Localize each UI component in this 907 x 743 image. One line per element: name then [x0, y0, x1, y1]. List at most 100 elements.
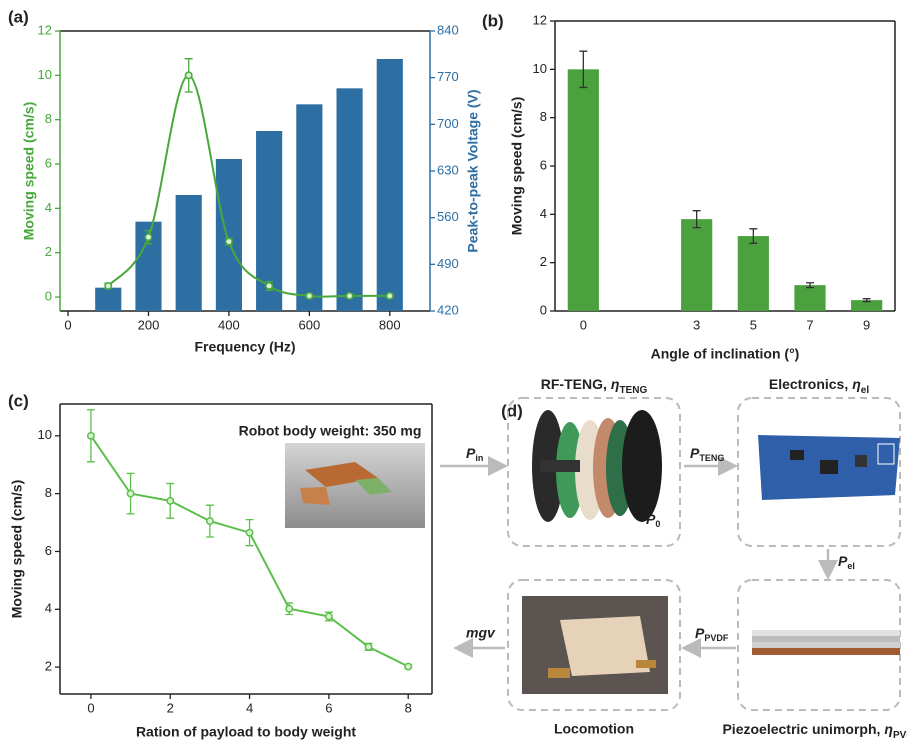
x-axis-title: Ration of payload to body weight — [136, 724, 356, 740]
node-title: Locomotion — [554, 721, 634, 737]
node-symbol: η — [611, 376, 620, 392]
node-label: RF-TENG, — [541, 376, 607, 392]
output-label: mgv — [466, 625, 496, 641]
y2-axis-title: Peak-to-peak Voltage (V) — [465, 89, 481, 252]
y2-tick-label: 700 — [437, 116, 459, 131]
y-axis-title: Moving speed (cm/s) — [21, 102, 37, 240]
y-tick-label: 2 — [45, 659, 52, 674]
robot-inset — [285, 443, 425, 528]
flow-sub: el — [847, 561, 855, 571]
point — [306, 293, 312, 299]
panel-label: (a) — [8, 7, 29, 26]
point — [226, 238, 232, 244]
y2-tick-label: 560 — [437, 209, 459, 224]
panel-label: (c) — [8, 391, 29, 410]
point — [346, 293, 352, 299]
point — [387, 293, 393, 299]
x-tick-label: 400 — [218, 317, 240, 332]
electronics-illustration — [758, 435, 900, 500]
x-tick-label: 2 — [167, 700, 174, 715]
y-tick-label: 0 — [540, 302, 547, 317]
annotation: Robot body weight: 350 mg — [239, 423, 422, 439]
y-axis-title: Moving speed (cm/s) — [9, 480, 25, 618]
bar — [95, 288, 121, 311]
y-tick-label: 10 — [38, 427, 52, 442]
x-tick-label: 0 — [580, 317, 587, 332]
flow-label: Pin — [466, 445, 483, 464]
node-sub: TENG — [619, 385, 647, 396]
y-tick-label: 8 — [540, 109, 547, 124]
y2-tick-label: 840 — [437, 22, 459, 37]
point — [207, 518, 213, 524]
y-tick-label: 2 — [45, 244, 52, 259]
y-tick-label: 6 — [45, 155, 52, 170]
flow-sub: in — [475, 453, 483, 463]
flow-label: Pel — [838, 553, 855, 572]
bar — [216, 159, 242, 311]
point — [88, 433, 94, 439]
y-tick-label: 10 — [38, 67, 52, 82]
point — [185, 72, 191, 78]
point — [365, 644, 371, 650]
y-tick-label: 12 — [533, 12, 547, 27]
x-tick-label: 4 — [246, 700, 253, 715]
x-tick-label: 9 — [863, 317, 870, 332]
y-tick-label: 2 — [540, 254, 547, 269]
x-tick-label: 5 — [750, 317, 757, 332]
y-tick-label: 6 — [540, 157, 547, 172]
y-tick-label: 8 — [45, 485, 52, 500]
node-sub: el — [861, 385, 870, 396]
y-axis-title: Moving speed (cm/s) — [509, 97, 525, 235]
locomotion-photo — [522, 596, 668, 694]
node-symbol: η — [884, 721, 893, 737]
y-tick-label: 4 — [45, 200, 52, 215]
x-tick-label: 3 — [693, 317, 700, 332]
node-title: Electronics,ηel — [769, 376, 869, 396]
loss-label: P0 — [646, 511, 660, 530]
node-title: Piezoelectric unimorph,ηPVD — [722, 721, 907, 741]
x-tick-label: 600 — [298, 317, 320, 332]
point — [286, 606, 292, 612]
x-axis-title: Angle of inclination (°) — [651, 346, 800, 362]
x-tick-label: 0 — [87, 700, 94, 715]
y-tick-label: 12 — [38, 22, 52, 37]
point — [266, 283, 272, 289]
point — [127, 490, 133, 496]
y2-tick-label: 420 — [437, 302, 459, 317]
x-tick-label: 0 — [64, 317, 71, 332]
bar — [568, 69, 599, 311]
panel-label: (d) — [501, 401, 523, 420]
teng-illustration — [532, 410, 662, 522]
point — [167, 498, 173, 504]
figure: Robot body weight: 350 mg (d) RF-TENG,ηT… — [0, 0, 907, 743]
bar — [296, 104, 322, 311]
x-tick-label: 6 — [325, 700, 332, 715]
point — [326, 613, 332, 619]
y2-tick-label: 490 — [437, 256, 459, 271]
y-tick-label: 6 — [45, 543, 52, 558]
y-tick-label: 0 — [45, 288, 52, 303]
point — [105, 283, 111, 289]
unimorph-illustration — [752, 630, 900, 655]
x-axis-title: Frequency (Hz) — [194, 339, 295, 355]
node-sub: PVD — [893, 730, 907, 741]
x-tick-label: 8 — [405, 700, 412, 715]
flow-label: PTENG — [690, 445, 724, 464]
point — [405, 663, 411, 669]
node-title: RF-TENG,ηTENG — [541, 376, 648, 396]
flow-sub: TENG — [699, 453, 724, 463]
flow-label: PPVDF — [695, 625, 729, 644]
node-symbol: η — [852, 376, 861, 392]
y2-tick-label: 630 — [437, 162, 459, 177]
node-label: Electronics, — [769, 376, 848, 392]
bar — [377, 59, 403, 311]
bar — [176, 195, 202, 311]
y-tick-label: 8 — [45, 111, 52, 126]
flow-sub: 0 — [655, 519, 660, 529]
bar — [738, 236, 769, 311]
y2-tick-label: 770 — [437, 69, 459, 84]
y-tick-label: 10 — [533, 61, 547, 76]
flow-sub: PVDF — [704, 633, 729, 643]
x-tick-label: 200 — [138, 317, 160, 332]
y-tick-label: 4 — [45, 601, 52, 616]
